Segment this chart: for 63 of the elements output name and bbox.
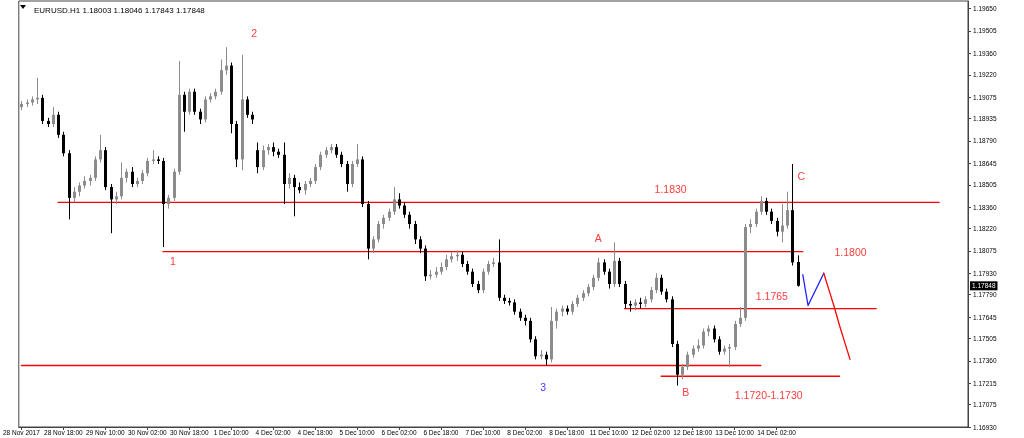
candlestick [686, 351, 689, 371]
candlestick [655, 272, 658, 294]
candlestick [146, 157, 149, 177]
candlestick [728, 343, 731, 368]
candlestick [624, 280, 627, 310]
candlestick [414, 220, 417, 245]
annotation: 1.1720-1.1730 [734, 388, 803, 401]
candlestick [62, 131, 65, 157]
candlestick [555, 308, 558, 330]
candlestick [776, 217, 779, 237]
candlestick [755, 208, 758, 228]
candlestick [314, 163, 317, 185]
candlestick [293, 174, 296, 217]
candlestick [529, 317, 532, 343]
annotation: C [797, 170, 806, 183]
candlestick [377, 220, 380, 243]
candlestick [534, 335, 537, 360]
annotation: B [682, 385, 690, 398]
candlestick [618, 257, 621, 288]
candlestick [393, 186, 396, 216]
annotation: 1.1830 [654, 182, 687, 195]
candlestick [120, 161, 123, 200]
candlestick [797, 254, 800, 288]
candlestick [482, 268, 485, 294]
candlestick [356, 143, 359, 168]
candlestick [739, 306, 742, 328]
annotation: 1.1800 [834, 245, 867, 258]
candlestick [608, 268, 611, 290]
annotation: A [594, 231, 602, 244]
candlestick [471, 268, 474, 288]
line-series [802, 272, 825, 307]
candlestick [256, 141, 259, 174]
candlestick [718, 335, 721, 356]
candlestick [183, 91, 186, 133]
candlestick [734, 320, 737, 351]
candlestick [786, 191, 789, 230]
candlestick [94, 155, 97, 182]
text: EURUSD.H1 1.18003 1.18046 1.17843 1.17848 [34, 5, 206, 15]
candlestick [220, 58, 223, 96]
candlestick [351, 160, 354, 188]
candlestick [188, 88, 191, 116]
candlestick [262, 145, 265, 171]
candlestick [193, 88, 196, 116]
candlestick [131, 166, 134, 188]
candlestick [57, 111, 60, 139]
candlestick [319, 151, 322, 171]
annotation: 3 [540, 381, 547, 394]
candlestick [204, 95, 207, 123]
candlestick [781, 203, 784, 243]
candlestick [52, 106, 55, 128]
candlestick [702, 328, 705, 350]
candlestick [613, 241, 616, 288]
annotation: 1.1765 [755, 290, 789, 303]
candlestick [660, 274, 663, 296]
candlestick [597, 257, 600, 282]
candlestick [110, 183, 113, 234]
candlestick [246, 95, 249, 119]
annotation: 2 [251, 27, 258, 40]
candlestick [346, 160, 349, 193]
annotation: 1 [170, 254, 177, 267]
candlestick [41, 94, 44, 125]
candlestick [99, 134, 102, 163]
candlestick [760, 195, 763, 216]
